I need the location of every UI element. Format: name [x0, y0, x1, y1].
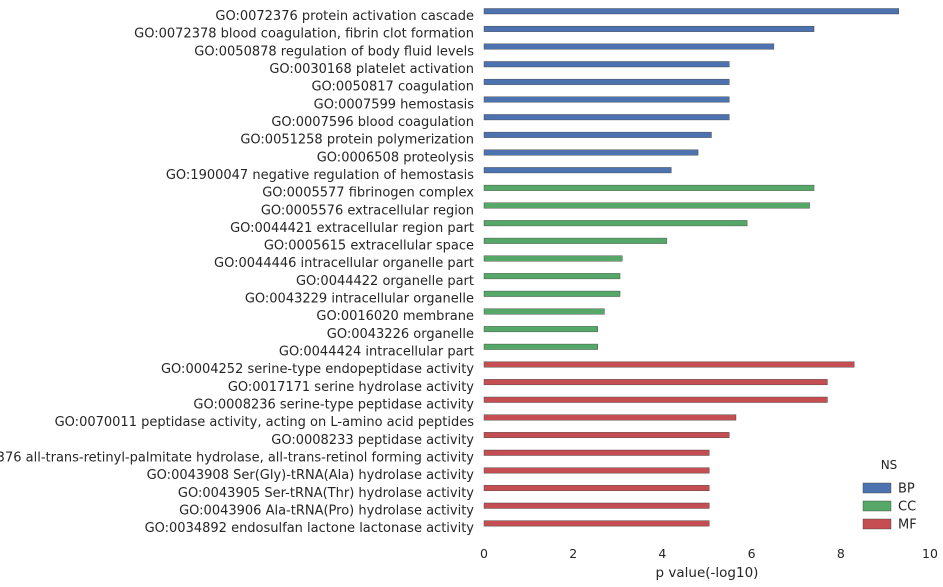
bar-mf: [483, 361, 855, 368]
category-label: GO:0005577 fibrinogen complex: [262, 186, 474, 201]
category-label: GO:0044424 intracellular part: [279, 345, 474, 360]
category-label: GO:0004252 serine-type endopeptidase act…: [161, 362, 474, 377]
bar-mf: [483, 414, 737, 421]
bar-cc: [483, 220, 748, 227]
category-label: GO:0044446 intracellular organelle part: [214, 256, 474, 271]
category-label: GO:0044422 organelle part: [296, 274, 474, 289]
x-tick-label: 10: [922, 546, 938, 561]
bar-cc: [483, 273, 621, 280]
bar-mf: [483, 432, 730, 439]
legend-swatch-bp: [862, 482, 892, 494]
category-label: GO:0008236 serine-type peptidase activit…: [193, 398, 474, 413]
bar-mf: [483, 449, 710, 456]
bar-bp: [483, 131, 712, 138]
bar-mf: [483, 520, 710, 527]
bar-bp: [483, 96, 730, 103]
category-label: GO:0050878 regulation of body fluid leve…: [194, 44, 474, 59]
bar-cc: [483, 237, 668, 244]
category-label: GO:1900047 negative regulation of hemost…: [166, 168, 474, 183]
legend-label-bp: BP: [898, 482, 915, 497]
bar-mf: [483, 502, 710, 509]
bar-cc: [483, 326, 598, 333]
legend-swatch-mf: [862, 518, 892, 530]
bar-mf: [483, 396, 828, 403]
category-label: GO:0016020 membrane: [316, 309, 474, 324]
legend-label-mf: MF: [898, 518, 917, 533]
category-label: GO:0043229 intracellular organelle: [245, 292, 474, 307]
x-axis-label: p value(-log10): [656, 565, 759, 581]
category-label: GO:0044421 extracellular region part: [230, 221, 474, 236]
x-tick-label: 6: [748, 546, 756, 561]
bar-cc: [483, 290, 621, 297]
bar-mf: [483, 379, 828, 386]
category-label: GO:0005576 extracellular region: [261, 203, 474, 218]
bar-cc: [483, 255, 623, 262]
legend-title: NS: [881, 458, 898, 472]
legend: NS BP CC MF: [862, 458, 917, 533]
x-tick-label: 4: [658, 546, 666, 561]
x-tick-label: 8: [837, 546, 845, 561]
category-label: GO:0051258 protein polymerization: [240, 133, 474, 148]
category-label: GO:0043226 organelle: [327, 327, 474, 342]
bar-cc: [483, 202, 810, 209]
bar-cc: [483, 343, 598, 350]
category-label: GO:0070011 peptidase activity, acting on…: [55, 415, 475, 430]
bar-bp: [483, 114, 730, 121]
x-tick-label: 0: [480, 546, 488, 561]
bar-bp: [483, 149, 699, 156]
category-label: GO:0050817 coagulation: [311, 80, 474, 95]
category-label: GO:0072378 blood coagulation, fibrin clo…: [134, 27, 474, 42]
category-labels: GO:0072376 protein activation cascade GO:…: [0, 9, 474, 536]
category-label: GO:0030168 platelet activation: [269, 62, 474, 77]
legend-label-cc: CC: [898, 500, 916, 515]
category-label: GO:0008233 peptidase activity: [271, 433, 474, 448]
bar-bp: [483, 8, 899, 15]
bar-mf: [483, 485, 710, 492]
category-label: GO:0006508 proteolysis: [317, 150, 474, 165]
bar-mf: [483, 467, 710, 474]
x-tick-label: 2: [569, 546, 577, 561]
legend-swatch-cc: [862, 500, 892, 512]
bar-cc: [483, 308, 605, 315]
bar-cc: [483, 184, 815, 191]
category-label: GO:0047376 all-trans-retinyl-palmitate h…: [0, 451, 474, 466]
bar-bp: [483, 167, 672, 174]
category-label: GO:0043905 Ser-tRNA(Thr) hydrolase activ…: [178, 486, 474, 501]
category-label: GO:0043906 Ala-tRNA(Pro) hydrolase activ…: [179, 503, 474, 518]
category-label: GO:0043908 Ser(Gly)-tRNA(Ala) hydrolase …: [147, 468, 475, 483]
category-label: GO:0005615 extracellular space: [264, 239, 474, 254]
bar-bp: [483, 61, 730, 68]
bar-bp: [483, 43, 775, 50]
bars: [483, 8, 899, 527]
category-label: GO:0034892 endosulfan lactone lactonase …: [145, 521, 475, 536]
bar-bp: [483, 78, 730, 85]
bar-bp: [483, 25, 815, 32]
category-label: GO:0017171 serine hydrolase activity: [228, 380, 474, 395]
category-label: GO:0072376 protein activation cascade: [215, 9, 474, 24]
category-label: GO:0007599 hemostasis: [314, 97, 475, 112]
category-label: GO:0007596 blood coagulation: [271, 115, 474, 130]
x-axis: 0 2 4 6 8 10: [480, 546, 938, 561]
